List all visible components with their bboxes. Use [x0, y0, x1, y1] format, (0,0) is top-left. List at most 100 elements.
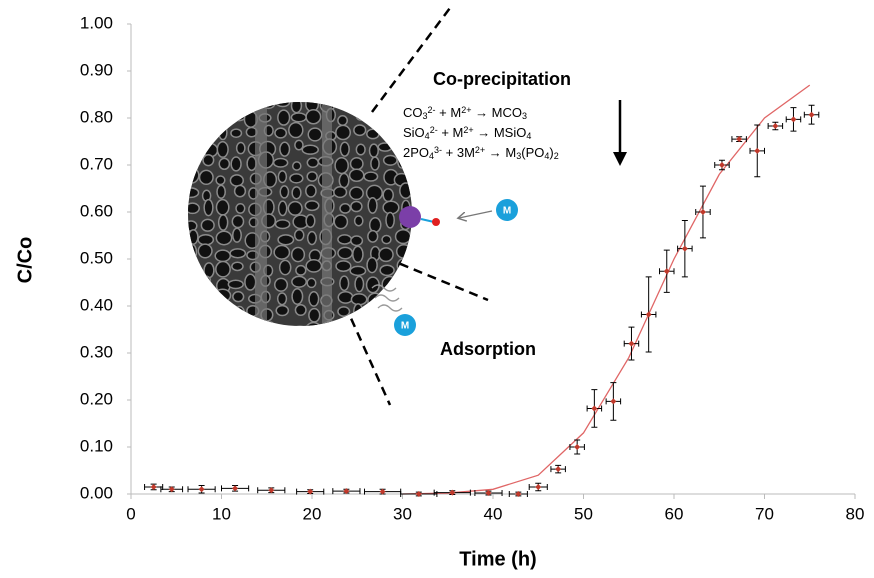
pore: [384, 155, 397, 165]
pore: [386, 212, 394, 227]
pore: [335, 158, 348, 174]
point: [574, 444, 580, 450]
pore: [219, 125, 227, 139]
pore: [276, 96, 290, 106]
pore: [186, 265, 198, 275]
pore: [306, 215, 315, 228]
pore: [229, 94, 241, 110]
chart: M M Co-precipitation Adsorption Time (h)…: [0, 0, 874, 578]
pore: [292, 276, 306, 287]
x-axis-label: Time (h): [459, 548, 536, 570]
pore: [291, 99, 301, 113]
point: [809, 112, 815, 118]
pore: [233, 292, 244, 302]
point: [232, 485, 238, 491]
pore: [355, 98, 363, 113]
pore: [351, 294, 366, 305]
point: [754, 148, 760, 154]
pore: [202, 99, 214, 111]
equation: CO32- + M2+ → MCO3: [403, 105, 527, 121]
pore: [247, 157, 256, 171]
pore: [305, 201, 318, 210]
pore: [306, 110, 320, 124]
pore: [198, 235, 213, 245]
pore: [232, 215, 243, 227]
pore: [380, 265, 394, 275]
pore: [189, 230, 198, 244]
y-tick-label: 0.90: [80, 60, 113, 79]
x-tick-label: 60: [665, 504, 684, 523]
pore: [350, 169, 364, 181]
equation-part: SiO: [403, 125, 425, 140]
pore: [217, 185, 225, 198]
pore: [204, 263, 214, 278]
pore: [308, 128, 321, 141]
equation-part: (PO: [521, 145, 544, 160]
inset-mechanism: Adsorption: [440, 339, 536, 359]
pore: [231, 157, 241, 171]
pore: [289, 123, 303, 138]
pore: [306, 185, 316, 197]
pore: [220, 97, 229, 105]
pore: [278, 235, 293, 245]
pore: [366, 326, 379, 335]
pore: [183, 167, 199, 183]
pore: [295, 140, 303, 149]
pore: [334, 187, 347, 198]
pore: [306, 260, 321, 272]
pore: [290, 174, 303, 183]
pore: [280, 260, 291, 274]
pore: [356, 144, 365, 155]
pore: [274, 246, 289, 260]
equation-part: 4: [526, 131, 531, 141]
y-tick-label: 0.80: [80, 107, 113, 126]
pore: [293, 162, 301, 170]
pore: [279, 201, 287, 215]
pore: [275, 128, 286, 138]
pore: [233, 228, 241, 242]
pore: [203, 304, 213, 316]
pore: [367, 258, 377, 273]
pore: [202, 276, 211, 284]
pore: [351, 236, 363, 245]
pore: [215, 289, 231, 301]
pore: [198, 244, 212, 258]
arrow: [459, 211, 492, 218]
pore: [274, 326, 287, 336]
equation-part: 2+: [461, 105, 471, 115]
pore: [288, 202, 302, 216]
pore: [306, 323, 321, 337]
equation-part: 3-: [434, 145, 442, 155]
point: [199, 486, 205, 492]
pore: [186, 203, 199, 213]
y-tick-label: 0.20: [80, 389, 113, 408]
pore: [201, 219, 214, 231]
point: [790, 116, 796, 122]
pore: [184, 306, 197, 319]
point: [535, 484, 541, 490]
pore: [292, 289, 302, 304]
pore: [188, 141, 200, 151]
inset-heading: Co-precipitation: [433, 69, 571, 89]
pore: [296, 266, 306, 275]
pore: [275, 278, 288, 291]
y-tick-label: 0.30: [80, 342, 113, 361]
pore: [217, 305, 231, 319]
pore: [356, 112, 365, 120]
pore: [188, 244, 197, 259]
pore: [338, 307, 350, 316]
pore: [400, 183, 412, 198]
pore: [190, 321, 202, 333]
y-tick-label: 0.10: [80, 436, 113, 455]
point: [682, 246, 688, 252]
pore: [340, 204, 350, 213]
pore: [382, 235, 391, 243]
pore: [336, 125, 350, 139]
equation-part: 2+: [475, 145, 485, 155]
pore: [219, 215, 228, 230]
pore: [351, 201, 362, 211]
pore: [219, 158, 229, 169]
x-tick-label: 20: [303, 504, 322, 523]
pore: [204, 200, 213, 216]
pore: [338, 292, 353, 303]
